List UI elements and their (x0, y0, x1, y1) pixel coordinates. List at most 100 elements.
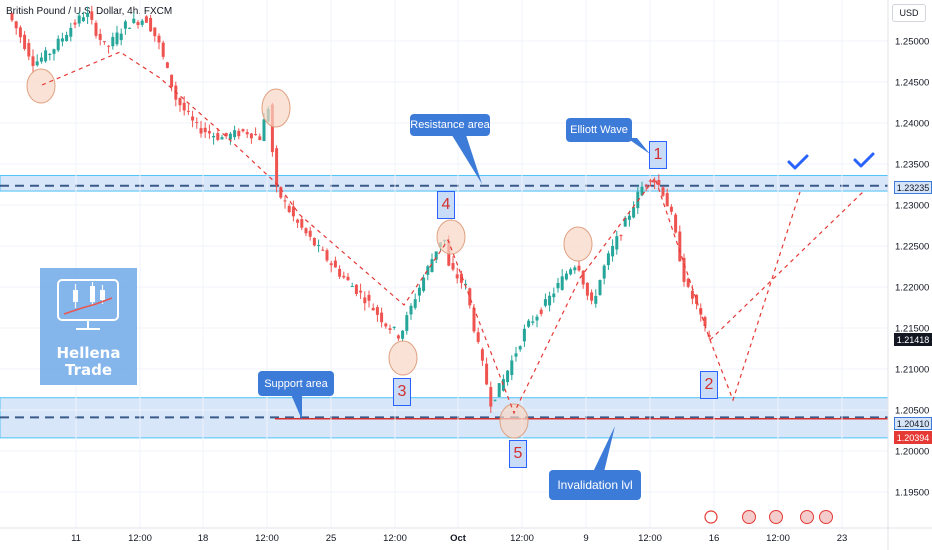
candle-body (136, 22, 140, 26)
candle (220, 134, 224, 140)
candle (564, 270, 568, 281)
candle-body (422, 277, 426, 291)
candle (611, 239, 615, 262)
y-tick-label: 1.25000 (895, 37, 929, 48)
candle-body (686, 278, 690, 287)
candle-body (149, 17, 153, 32)
candle (409, 303, 413, 320)
candle (405, 311, 409, 335)
candle (535, 314, 539, 328)
candle-body (119, 33, 123, 41)
candle (128, 27, 132, 29)
y-tick-label: 1.19500 (895, 488, 929, 499)
candle (417, 284, 421, 302)
candle (216, 128, 220, 142)
candle (703, 315, 707, 332)
candle (375, 304, 379, 322)
candle (23, 31, 27, 51)
candle-body (212, 135, 216, 138)
candle-body (623, 217, 627, 227)
candle (300, 216, 304, 231)
x-tick-label: 12:00 (766, 533, 790, 544)
candle-body (434, 251, 438, 260)
candle-body (590, 292, 594, 301)
wave-label-2: 2 (700, 371, 718, 399)
candle-body (459, 273, 463, 283)
candle (539, 307, 543, 317)
candle (35, 54, 39, 67)
candle-body (203, 127, 207, 133)
candle-body (65, 34, 69, 41)
candle (363, 291, 367, 311)
candle (648, 178, 652, 187)
candle (396, 334, 400, 341)
highlight-circle (499, 403, 529, 439)
x-tick-label: 23 (837, 533, 848, 544)
candle (333, 256, 337, 268)
candle (136, 19, 140, 29)
callout-pointer (627, 138, 650, 154)
candle (388, 324, 392, 334)
x-tick-label: 12:00 (383, 533, 407, 544)
candle (107, 45, 111, 54)
x-tick-label: 9 (583, 533, 588, 544)
candle (543, 293, 547, 308)
candle (598, 279, 602, 296)
callout-pointer (450, 132, 482, 184)
candle-body (254, 134, 258, 136)
candle-body (569, 269, 573, 275)
candle-body (31, 56, 35, 66)
y-tick-label: 1.23000 (895, 201, 929, 212)
candle (422, 274, 426, 293)
elliott-wave-callout: Elliott Wave (566, 118, 632, 142)
price-label-support: 1.20410 (894, 417, 932, 430)
candle-body (573, 267, 577, 271)
candle (203, 122, 207, 138)
candle-body (312, 238, 316, 246)
candle-body (695, 294, 699, 304)
candle-body (333, 260, 337, 268)
price-label-invalidation: 1.20394 (894, 431, 932, 444)
candle (233, 125, 237, 141)
candle-body (132, 18, 136, 23)
candle (228, 131, 232, 145)
candle-body (644, 184, 648, 186)
check-icon (853, 152, 875, 168)
candle (132, 12, 136, 25)
candle-body (39, 57, 43, 62)
x-tick-label: 12:00 (638, 533, 662, 544)
candle-body (627, 215, 631, 220)
candle-body (669, 206, 673, 212)
candle (111, 32, 115, 50)
candle (170, 74, 174, 92)
candle-body (552, 293, 556, 298)
candle (329, 260, 333, 273)
x-tick-label: 11 (71, 533, 81, 544)
candle (401, 329, 405, 342)
candle-body (317, 245, 321, 247)
candle (304, 227, 308, 237)
candle (707, 330, 711, 340)
candle (632, 201, 636, 219)
candle (237, 128, 241, 140)
candle (548, 291, 552, 312)
candle (308, 226, 312, 241)
candle (627, 210, 631, 227)
candle (27, 38, 31, 61)
candle (430, 253, 434, 273)
candle (585, 282, 589, 301)
candle-body (270, 104, 274, 153)
price-label-last: 1.21418 (894, 333, 932, 346)
candle-body (615, 236, 619, 250)
candle-body (123, 21, 127, 29)
currency-button[interactable]: USD (892, 4, 926, 22)
x-tick-label: 18 (198, 533, 209, 544)
candle-body (233, 130, 237, 138)
candle-body (18, 27, 22, 38)
candle-body (262, 119, 266, 141)
candle (531, 315, 535, 326)
candle-body (346, 276, 350, 281)
wave-label-4: 4 (437, 191, 455, 219)
candle-body (451, 263, 455, 270)
